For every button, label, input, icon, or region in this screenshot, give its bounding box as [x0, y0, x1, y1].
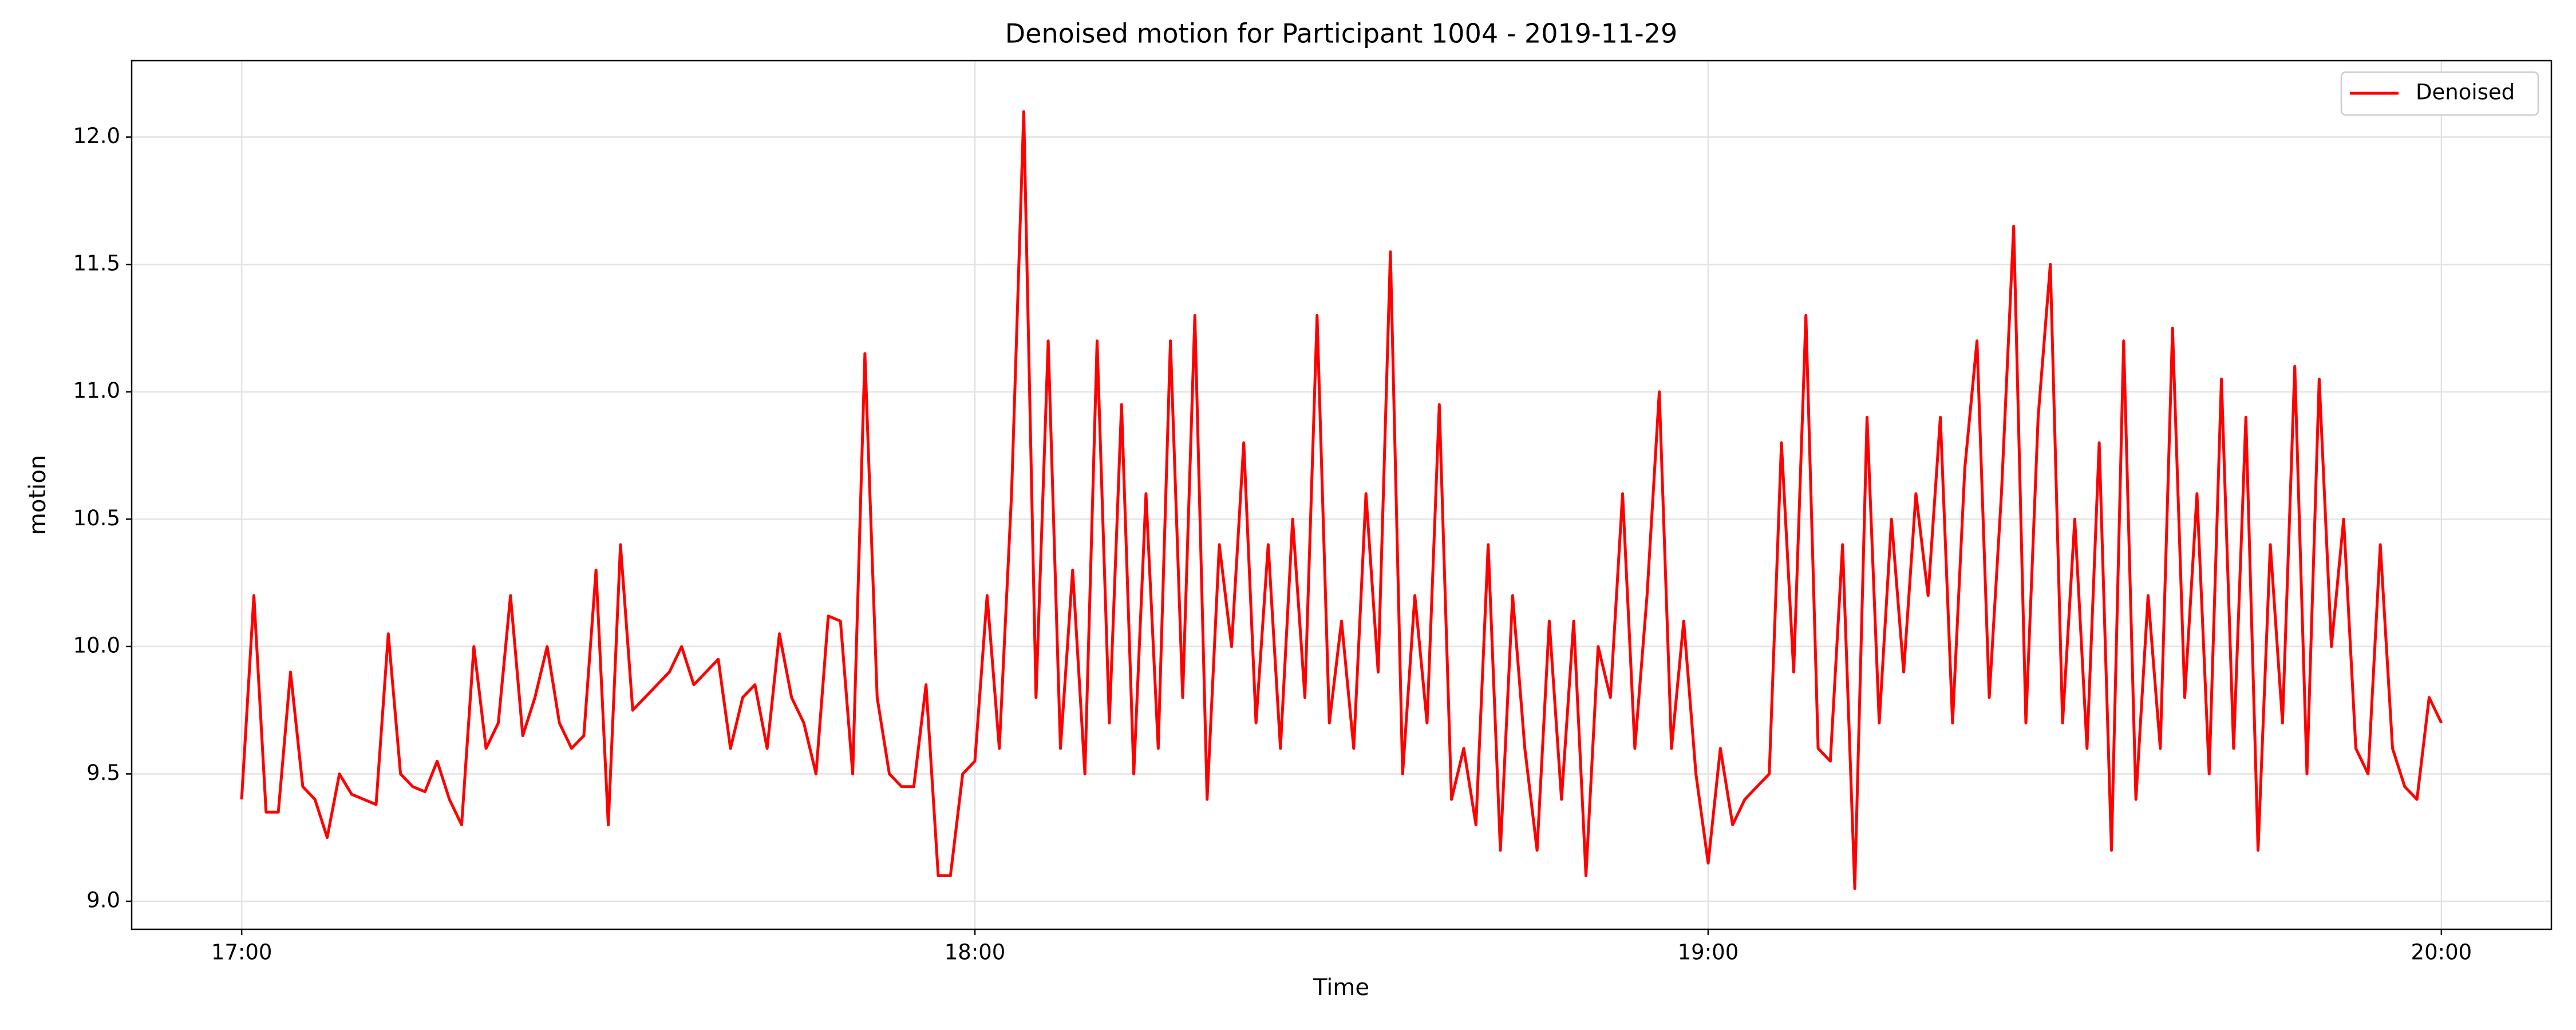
- y-tick-label: 10.5: [73, 506, 120, 530]
- x-tick-label: 20:00: [2411, 940, 2472, 965]
- y-tick-label: 11.0: [73, 378, 120, 403]
- legend: Denoised: [2340, 71, 2539, 116]
- y-axis-label: motion: [25, 455, 51, 535]
- x-tick-label: 19:00: [1678, 940, 1739, 965]
- y-tick-label: 9.0: [86, 888, 120, 913]
- x-axis-label: Time: [1313, 974, 1369, 1001]
- data-line: [240, 110, 2443, 890]
- x-tick-label: 18:00: [945, 940, 1006, 965]
- y-tick-label: 11.5: [73, 251, 120, 276]
- chart-title: Denoised motion for Participant 1004 - 2…: [1005, 18, 1678, 49]
- y-tick-label: 10.0: [73, 633, 120, 657]
- plot-frame: [131, 60, 2553, 930]
- y-tick-label: 9.5: [86, 760, 120, 785]
- x-tick-label: 17:00: [211, 940, 272, 965]
- legend-label: Denoised: [2416, 80, 2515, 105]
- y-tick-label: 12.0: [73, 124, 120, 148]
- legend-box: [2340, 71, 2539, 116]
